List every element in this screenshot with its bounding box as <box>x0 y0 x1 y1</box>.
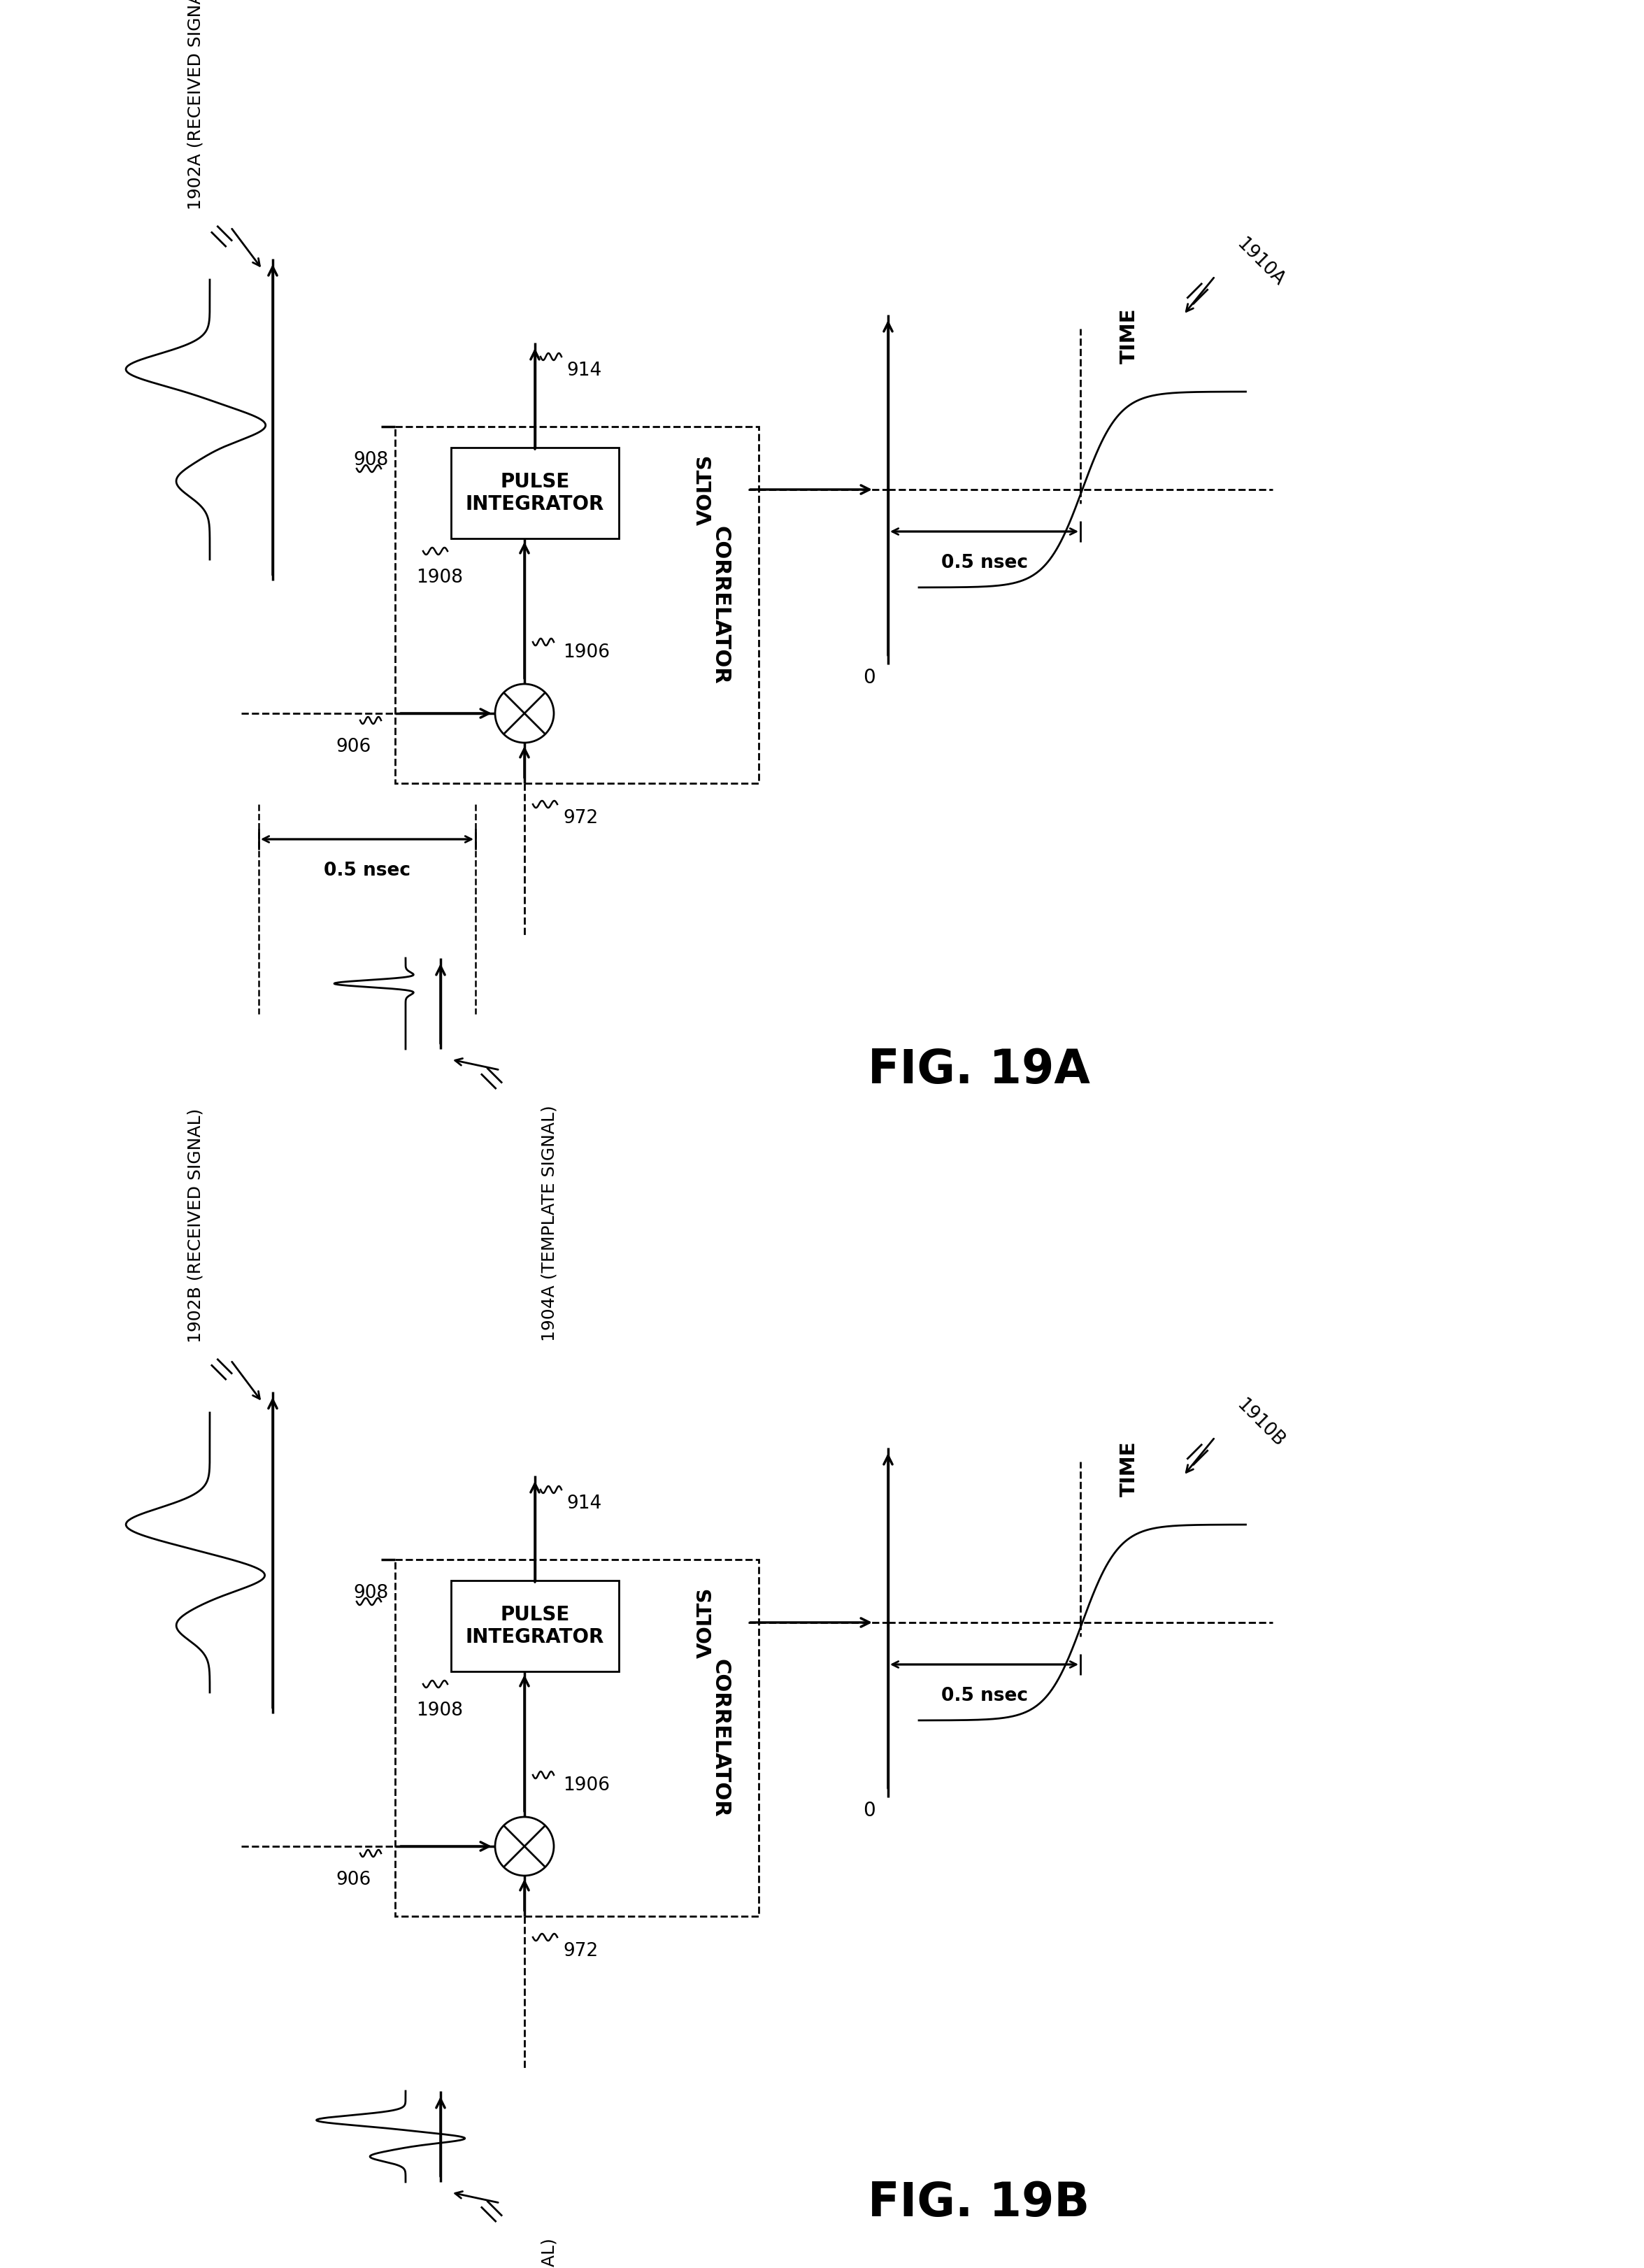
Text: 1910A: 1910A <box>1233 236 1287 290</box>
Text: 908: 908 <box>353 1583 388 1601</box>
Text: 1910B: 1910B <box>1233 1395 1287 1452</box>
Text: 906: 906 <box>335 1871 370 1889</box>
Text: 1902A (RECEIVED SIGNAL): 1902A (RECEIVED SIGNAL) <box>187 0 204 211</box>
Text: 1908: 1908 <box>416 569 464 587</box>
Text: TIME: TIME <box>1120 308 1139 363</box>
Text: 908: 908 <box>353 451 388 469</box>
Text: PULSE
INTEGRATOR: PULSE INTEGRATOR <box>465 1606 605 1647</box>
Text: 1906: 1906 <box>562 644 610 662</box>
Text: 972: 972 <box>562 810 598 828</box>
Bar <box>395 426 760 782</box>
Text: 1908: 1908 <box>416 1701 464 1719</box>
Text: PULSE
INTEGRATOR: PULSE INTEGRATOR <box>465 472 605 515</box>
Text: 0: 0 <box>863 667 876 687</box>
Text: 1902B (RECEIVED SIGNAL): 1902B (RECEIVED SIGNAL) <box>187 1109 204 1343</box>
Text: TIME: TIME <box>1120 1440 1139 1497</box>
Text: 906: 906 <box>335 737 370 755</box>
Text: FIG. 19A: FIG. 19A <box>868 1048 1090 1093</box>
Text: 0.5 nsec: 0.5 nsec <box>940 1687 1028 1706</box>
Bar <box>450 1581 618 1672</box>
Text: CORRELATOR: CORRELATOR <box>710 1658 730 1817</box>
Text: 914: 914 <box>567 361 602 379</box>
Text: 0: 0 <box>863 1801 876 1821</box>
Text: 1904B (TEMPLATE SIGNAL): 1904B (TEMPLATE SIGNAL) <box>541 2239 557 2268</box>
Text: 1904A (TEMPLATE SIGNAL): 1904A (TEMPLATE SIGNAL) <box>541 1105 557 1340</box>
Text: 914: 914 <box>567 1495 602 1513</box>
Bar <box>450 447 618 538</box>
Bar <box>395 1560 760 1916</box>
Text: 0.5 nsec: 0.5 nsec <box>940 553 1028 572</box>
Text: CORRELATOR: CORRELATOR <box>710 526 730 685</box>
Text: 972: 972 <box>562 1941 598 1960</box>
Text: VOLTS: VOLTS <box>697 1588 717 1658</box>
Text: 1906: 1906 <box>562 1776 610 1794</box>
Text: VOLTS: VOLTS <box>697 454 717 524</box>
Text: FIG. 19B: FIG. 19B <box>868 2180 1090 2225</box>
Text: 0.5 nsec: 0.5 nsec <box>324 862 411 880</box>
